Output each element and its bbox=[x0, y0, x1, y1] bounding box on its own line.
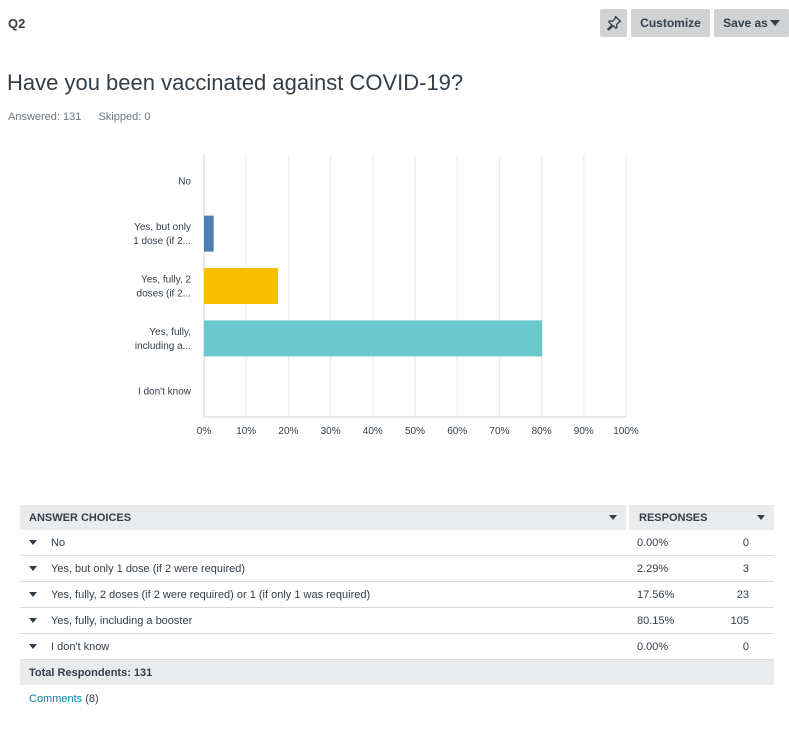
answer-choice: No bbox=[20, 537, 629, 549]
header-responses-label: RESPONSES bbox=[639, 511, 708, 524]
pin-button[interactable] bbox=[600, 9, 627, 37]
response-percent: 2.29% bbox=[637, 562, 669, 575]
response-count: 105 bbox=[730, 614, 749, 627]
comments-link[interactable]: Comments bbox=[29, 693, 83, 705]
header-responses[interactable]: RESPONSES bbox=[626, 505, 774, 530]
x-tick-label: 20% bbox=[278, 426, 298, 437]
answer-choice: Yes, but only 1 dose (if 2 were required… bbox=[20, 563, 629, 575]
category-label: including a... bbox=[135, 341, 191, 352]
table-row: I don't know 0.00% 0 bbox=[20, 634, 774, 660]
category-label: No bbox=[178, 177, 191, 188]
answer-choice: Yes, fully, including a booster bbox=[20, 615, 629, 627]
x-tick-label: 60% bbox=[447, 426, 467, 437]
table-row: Yes, but only 1 dose (if 2 were required… bbox=[20, 556, 774, 582]
question-number: Q2 bbox=[8, 16, 26, 31]
table-row: Yes, fully, including a booster 80.15% 105 bbox=[20, 608, 774, 634]
answer-choice: Yes, fully, 2 doses (if 2 were required)… bbox=[20, 589, 629, 601]
save-as-button[interactable]: Save as bbox=[714, 9, 789, 37]
chevron-down-icon[interactable] bbox=[29, 566, 37, 571]
answer-choice-label: I don't know bbox=[51, 640, 110, 653]
category-label: Yes, fully, bbox=[149, 327, 191, 338]
total-respondents: Total Respondents: 131 bbox=[20, 660, 774, 685]
x-tick-label: 0% bbox=[197, 426, 212, 437]
comments-count: (8) bbox=[85, 693, 99, 705]
response-percent: 17.56% bbox=[637, 588, 675, 601]
response-percent: 0.00% bbox=[637, 640, 669, 653]
chevron-down-icon[interactable] bbox=[29, 592, 37, 597]
chevron-down-icon[interactable] bbox=[29, 644, 37, 649]
category-label: doses (if 2... bbox=[137, 289, 191, 300]
table-row: Yes, fully, 2 doses (if 2 were required)… bbox=[20, 582, 774, 608]
chevron-down-icon[interactable] bbox=[609, 515, 617, 520]
x-tick-label: 50% bbox=[405, 426, 425, 437]
answer-choice: I don't know bbox=[20, 641, 629, 653]
answer-table: ANSWER CHOICES RESPONSES No 0.00% 0 Yes, bu… bbox=[20, 505, 774, 685]
bar-chart: 0% 10% 20% 30% 40% 50% 60% 70% 80% 90% 100% No Yes, … bbox=[133, 155, 639, 437]
x-tick-label: 100% bbox=[613, 426, 639, 437]
comments: Comments (8) bbox=[29, 693, 99, 705]
response-count: 23 bbox=[736, 588, 749, 601]
x-tick-label: 90% bbox=[574, 426, 594, 437]
answer-choice-label: Yes, fully, 2 doses (if 2 were required)… bbox=[51, 588, 371, 601]
x-tick-label: 30% bbox=[321, 426, 341, 437]
response-count: 0 bbox=[742, 536, 749, 549]
header-answer-choices[interactable]: ANSWER CHOICES bbox=[20, 505, 626, 530]
answer-choice-label: No bbox=[51, 536, 66, 549]
toolbar: Customize Save as bbox=[600, 9, 789, 37]
table-row: No 0.00% 0 bbox=[20, 530, 774, 556]
response-count: 3 bbox=[742, 562, 749, 575]
table-header: ANSWER CHOICES RESPONSES bbox=[20, 505, 774, 530]
answer-choice-label: Yes, but only 1 dose (if 2 were required… bbox=[51, 562, 246, 575]
bar bbox=[204, 268, 279, 304]
table-body: No 0.00% 0 Yes, but only 1 dose (if 2 were … bbox=[20, 530, 774, 660]
chevron-down-icon bbox=[769, 20, 780, 26]
response-percent: 0.00% bbox=[637, 536, 669, 549]
chevron-down-icon[interactable] bbox=[29, 618, 37, 623]
category-label: I don't know bbox=[138, 386, 192, 397]
category-label: 1 dose (if 2... bbox=[133, 236, 191, 247]
response-count: 0 bbox=[742, 640, 749, 653]
x-tick-label: 40% bbox=[363, 426, 383, 437]
bar bbox=[204, 215, 214, 252]
response-percent: 80.15% bbox=[637, 614, 675, 627]
chevron-down-icon[interactable] bbox=[29, 540, 37, 545]
pin-icon bbox=[606, 15, 621, 31]
question-title: Have you been vaccinated against COVID-1… bbox=[7, 70, 464, 95]
customize-button[interactable]: Customize bbox=[631, 9, 710, 37]
header-answer-choices-label: ANSWER CHOICES bbox=[29, 511, 132, 524]
category-label: Yes, but only bbox=[134, 222, 191, 233]
x-tick-label: 70% bbox=[489, 426, 509, 437]
category-label: Yes, fully, 2 bbox=[141, 275, 191, 286]
response-stats: Answered: 131 Skipped: 0 bbox=[8, 111, 150, 123]
x-tick-label: 10% bbox=[236, 426, 256, 437]
x-tick-label: 80% bbox=[532, 426, 552, 437]
chevron-down-icon[interactable] bbox=[757, 515, 765, 520]
bar bbox=[204, 320, 543, 357]
answer-choice-label: Yes, fully, including a booster bbox=[51, 614, 193, 627]
skipped-count: Skipped: 0 bbox=[98, 111, 151, 123]
save-as-label: Save as bbox=[723, 16, 768, 30]
answered-count: Answered: 131 bbox=[8, 111, 82, 123]
